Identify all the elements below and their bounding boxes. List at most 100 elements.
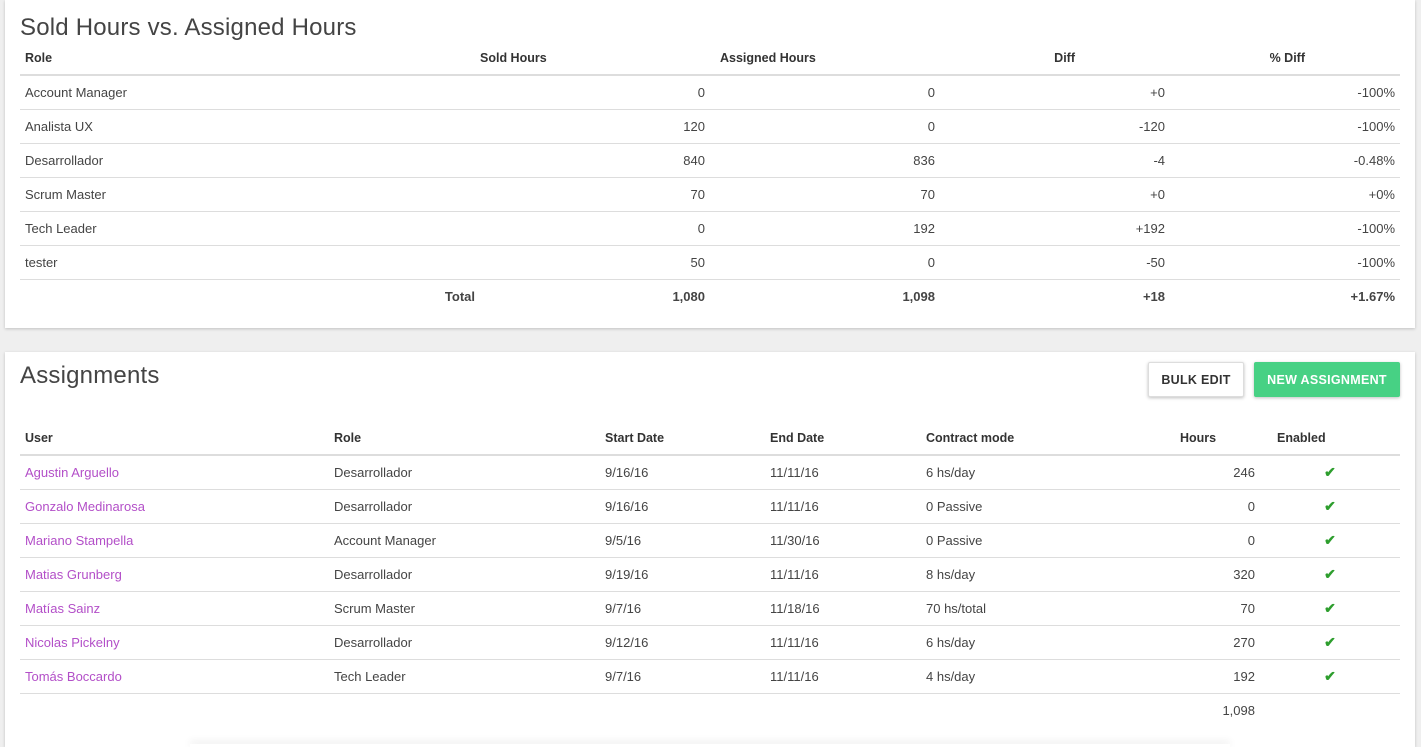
new-assignment-button[interactable]: NEW ASSIGNMENT: [1254, 362, 1400, 397]
sold-hours-cell: 840: [480, 143, 710, 178]
start-date-cell: 9/16/16: [600, 489, 765, 524]
assigned-hours-cell: 70: [710, 177, 940, 212]
total-assigned-hours: 1,098: [902, 288, 935, 304]
assigned-hours-cell: 836: [710, 143, 940, 178]
user-link[interactable]: Mariano Stampella: [25, 532, 134, 548]
pct-diff-cell: -100%: [1170, 211, 1400, 246]
pct-diff-cell: -100%: [1170, 109, 1400, 144]
user-cell: Tomás Boccardo: [20, 659, 329, 694]
role-cell: tester: [20, 245, 480, 280]
check-icon: ✔: [1324, 497, 1336, 514]
assignments-card: Assignments BULK EDIT NEW ASSIGNMENT Use…: [5, 352, 1415, 747]
start-date-cell: 9/19/16: [600, 557, 765, 592]
sold-hours-cell: 50: [480, 245, 710, 280]
user-link[interactable]: Matias Grunberg: [25, 566, 122, 582]
assigned-hours-cell: 0: [710, 75, 940, 110]
start-date-cell: 9/16/16: [600, 455, 765, 490]
enabled-cell: ✔: [1260, 625, 1400, 660]
assignment-row[interactable]: Matias Grunberg Desarrollador 9/19/16 11/11…: [20, 557, 1400, 592]
total-diff: +18: [1142, 288, 1165, 304]
check-icon: ✔: [1324, 531, 1336, 548]
start-date-cell: 9/12/16: [600, 625, 765, 660]
user-link[interactable]: Nicolas Pickelny: [25, 634, 120, 650]
user-link[interactable]: Tomás Boccardo: [25, 668, 122, 684]
user-cell: Gonzalo Medinarosa: [20, 489, 329, 524]
diff-cell: +0: [940, 177, 1170, 212]
role-cell: Scrum Master: [329, 591, 600, 626]
sold-hours-cell: 70: [480, 177, 710, 212]
sold-hours-cell: 0: [480, 211, 710, 246]
assignment-row[interactable]: Matías Sainz Scrum Master 9/7/16 11/18/16 70…: [20, 591, 1400, 626]
sold-vs-assigned-card: Sold Hours vs. Assigned Hours Role Sold …: [5, 0, 1415, 328]
col-diff: Diff: [940, 42, 1170, 76]
sold-hours-table: Role Sold Hours Assigned Hours Diff % Di…: [20, 42, 1400, 313]
assignment-row[interactable]: Mariano Stampella Account Manager 9/5/16 11…: [20, 523, 1400, 558]
empty-cell: [921, 693, 1110, 727]
check-icon: ✔: [1324, 667, 1336, 684]
col-enabled: Enabled: [1260, 422, 1400, 456]
total-sold-hours: 1,080: [672, 288, 705, 304]
role-cell: Tech Leader: [329, 659, 600, 694]
user-cell: Matias Grunberg: [20, 557, 329, 592]
empty-cell: [600, 693, 765, 727]
assignments-title: Assignments: [20, 362, 160, 389]
role-cell: Desarrollador: [329, 489, 600, 524]
enabled-cell: ✔: [1260, 591, 1400, 626]
role-cell: Desarrollador: [329, 455, 600, 490]
enabled-cell: ✔: [1260, 557, 1400, 592]
contract-mode-cell: 6 hs/day: [921, 455, 1110, 490]
role-cell: Desarrollador: [20, 143, 480, 178]
pct-diff-cell: -100%: [1170, 245, 1400, 280]
hours-cell: 192: [1110, 659, 1260, 694]
diff-cell: -4: [940, 143, 1170, 178]
sold-table-row: Scrum Master 70 70 +0 +0%: [20, 177, 1400, 212]
assigned-hours-cell: 0: [710, 109, 940, 144]
total-pct-diff: +1.67%: [1350, 288, 1395, 304]
assignment-row[interactable]: Agustin Arguello Desarrollador 9/16/16 11/1…: [20, 455, 1400, 490]
diff-cell: -120: [940, 109, 1170, 144]
pct-diff-cell: -0.48%: [1170, 143, 1400, 178]
hours-cell: 0: [1110, 489, 1260, 524]
assignment-row[interactable]: Tomás Boccardo Tech Leader 9/7/16 11/11/16 4…: [20, 659, 1400, 694]
sold-table-row: tester 50 0 -50 -100%: [20, 245, 1400, 280]
user-link[interactable]: Matías Sainz: [25, 600, 101, 616]
empty-cell: [329, 693, 600, 727]
end-date-cell: 11/30/16: [765, 523, 921, 558]
user-cell: Nicolas Pickelny: [20, 625, 329, 660]
role-cell: Desarrollador: [329, 625, 600, 660]
user-link[interactable]: Agustin Arguello: [25, 464, 119, 480]
sold-hours-cell: 0: [480, 75, 710, 110]
sold-table-row: Analista UX 120 0 -120 -100%: [20, 109, 1400, 144]
diff-cell: -50: [940, 245, 1170, 280]
start-date-cell: 9/7/16: [600, 591, 765, 626]
check-icon: ✔: [1324, 565, 1336, 582]
role-cell: Analista UX: [20, 109, 480, 144]
col-role: Role: [20, 42, 480, 76]
check-icon: ✔: [1324, 599, 1336, 616]
role-cell: Scrum Master: [20, 177, 480, 212]
sold-table-row: Desarrollador 840 836 -4 -0.48%: [20, 143, 1400, 178]
hours-cell: 246: [1110, 455, 1260, 490]
end-date-cell: 11/11/16: [765, 625, 921, 660]
assignment-row[interactable]: Gonzalo Medinarosa Desarrollador 9/16/16 11…: [20, 489, 1400, 524]
contract-mode-cell: 4 hs/day: [921, 659, 1110, 694]
bottom-overlay-shadow: [190, 744, 1230, 747]
role-cell: Tech Leader: [20, 211, 480, 246]
assigned-hours-cell: 0: [710, 245, 940, 280]
col-user: User: [20, 422, 329, 456]
start-date-cell: 9/7/16: [600, 659, 765, 694]
assignments-table-header: User Role Start Date End Date Contract m…: [20, 422, 1400, 456]
pct-diff-cell: +0%: [1170, 177, 1400, 212]
sold-total-row: Total 1,080 1,098 +18 +1.67%: [20, 279, 1400, 313]
col-start-date: Start Date: [600, 422, 765, 456]
assignment-row[interactable]: Nicolas Pickelny Desarrollador 9/12/16 11/1…: [20, 625, 1400, 660]
user-link[interactable]: Gonzalo Medinarosa: [25, 498, 145, 514]
role-cell: Account Manager: [329, 523, 600, 558]
contract-mode-cell: 0 Passive: [921, 523, 1110, 558]
enabled-cell: ✔: [1260, 489, 1400, 524]
hours-cell: 320: [1110, 557, 1260, 592]
contract-mode-cell: 70 hs/total: [921, 591, 1110, 626]
bulk-edit-button[interactable]: BULK EDIT: [1148, 362, 1244, 397]
enabled-cell: ✔: [1260, 659, 1400, 694]
contract-mode-cell: 6 hs/day: [921, 625, 1110, 660]
